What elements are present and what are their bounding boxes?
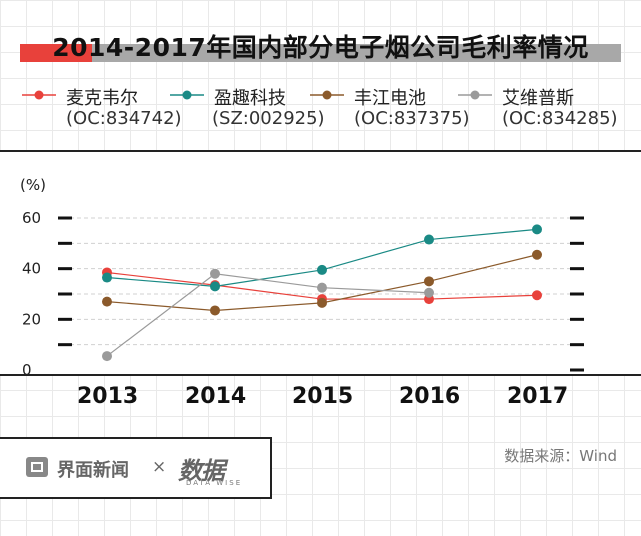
chart-area: (%) 60 40 20 0: [0, 150, 641, 376]
y-tick-label: 40: [22, 260, 41, 278]
legend: 麦克韦尔 (OC:834742) 盈趣科技 (SZ:002925) 丰江电池 (…: [0, 84, 641, 134]
data-point-1: [102, 272, 112, 283]
datawise-logo-sub: DATA WISE: [186, 479, 243, 487]
legend-marker-mcwell: [22, 90, 56, 100]
legend-name-intretech: 盈趣科技: [214, 88, 286, 109]
legend-code-mcwell: (OC:834742): [66, 108, 182, 129]
series-line-3: [106, 273, 430, 357]
data-point-2: [532, 249, 542, 260]
legend-marker-intretech: [170, 90, 204, 100]
data-point-3: [317, 282, 327, 293]
data-point-2: [210, 305, 220, 316]
legend-name-mcwell: 麦克韦尔: [66, 88, 138, 109]
data-point-2: [102, 296, 112, 307]
data-point-1: [424, 234, 434, 245]
data-point-2: [424, 276, 434, 287]
y-axis-unit: (%): [20, 176, 46, 194]
data-point-1: [210, 281, 220, 292]
datawise-logo: 数据: [178, 457, 225, 485]
y-tick-label: 60: [22, 209, 41, 227]
jiemian-logo-text: 界面新闻: [57, 460, 129, 481]
title-bar-gray: [20, 44, 621, 62]
data-point-3: [102, 351, 112, 362]
x-tick-label: 2017: [507, 384, 569, 409]
y-tick-label: 20: [22, 310, 41, 328]
legend-code-intretech: (SZ:002925): [212, 108, 325, 129]
legend-marker-aiweipusi: [458, 90, 492, 100]
legend-marker-fengjiang: [310, 90, 344, 100]
data-point-0: [532, 290, 542, 301]
x-tick-label: 2013: [77, 384, 139, 409]
jiemian-logo-icon: [26, 457, 48, 477]
data-point-1: [532, 224, 542, 235]
data-point-3: [424, 287, 434, 298]
legend-code-fengjiang: (OC:837375): [354, 108, 470, 129]
line-chart: (%) 60 40 20 0: [20, 176, 584, 374]
x-tick-label: 2016: [399, 384, 461, 409]
y-tick-label: 0: [22, 361, 32, 374]
series-line-1: [106, 228, 538, 288]
x-tick-label: 2015: [292, 384, 354, 409]
data-point-2: [317, 297, 327, 308]
times-sign: ×: [152, 457, 167, 477]
x-axis-labels: 2013 2014 2015 2016 2017: [0, 384, 641, 414]
legend-name-aiweipusi: 艾维普斯: [502, 88, 574, 109]
legend-name-fengjiang: 丰江电池: [354, 88, 426, 109]
data-point-1: [317, 264, 327, 275]
brand-logo-box: 界面新闻 × 数据 DATA WISE: [0, 437, 272, 499]
legend-code-aiweipusi: (OC:834285): [502, 108, 618, 129]
data-source: 数据来源：Wind: [504, 447, 617, 465]
x-tick-label: 2014: [185, 384, 247, 409]
data-point-3: [210, 268, 220, 279]
title-bar-red: [20, 44, 92, 62]
chart-title: 2014-2017年国内部分电子烟公司毛利率情况: [52, 33, 589, 62]
